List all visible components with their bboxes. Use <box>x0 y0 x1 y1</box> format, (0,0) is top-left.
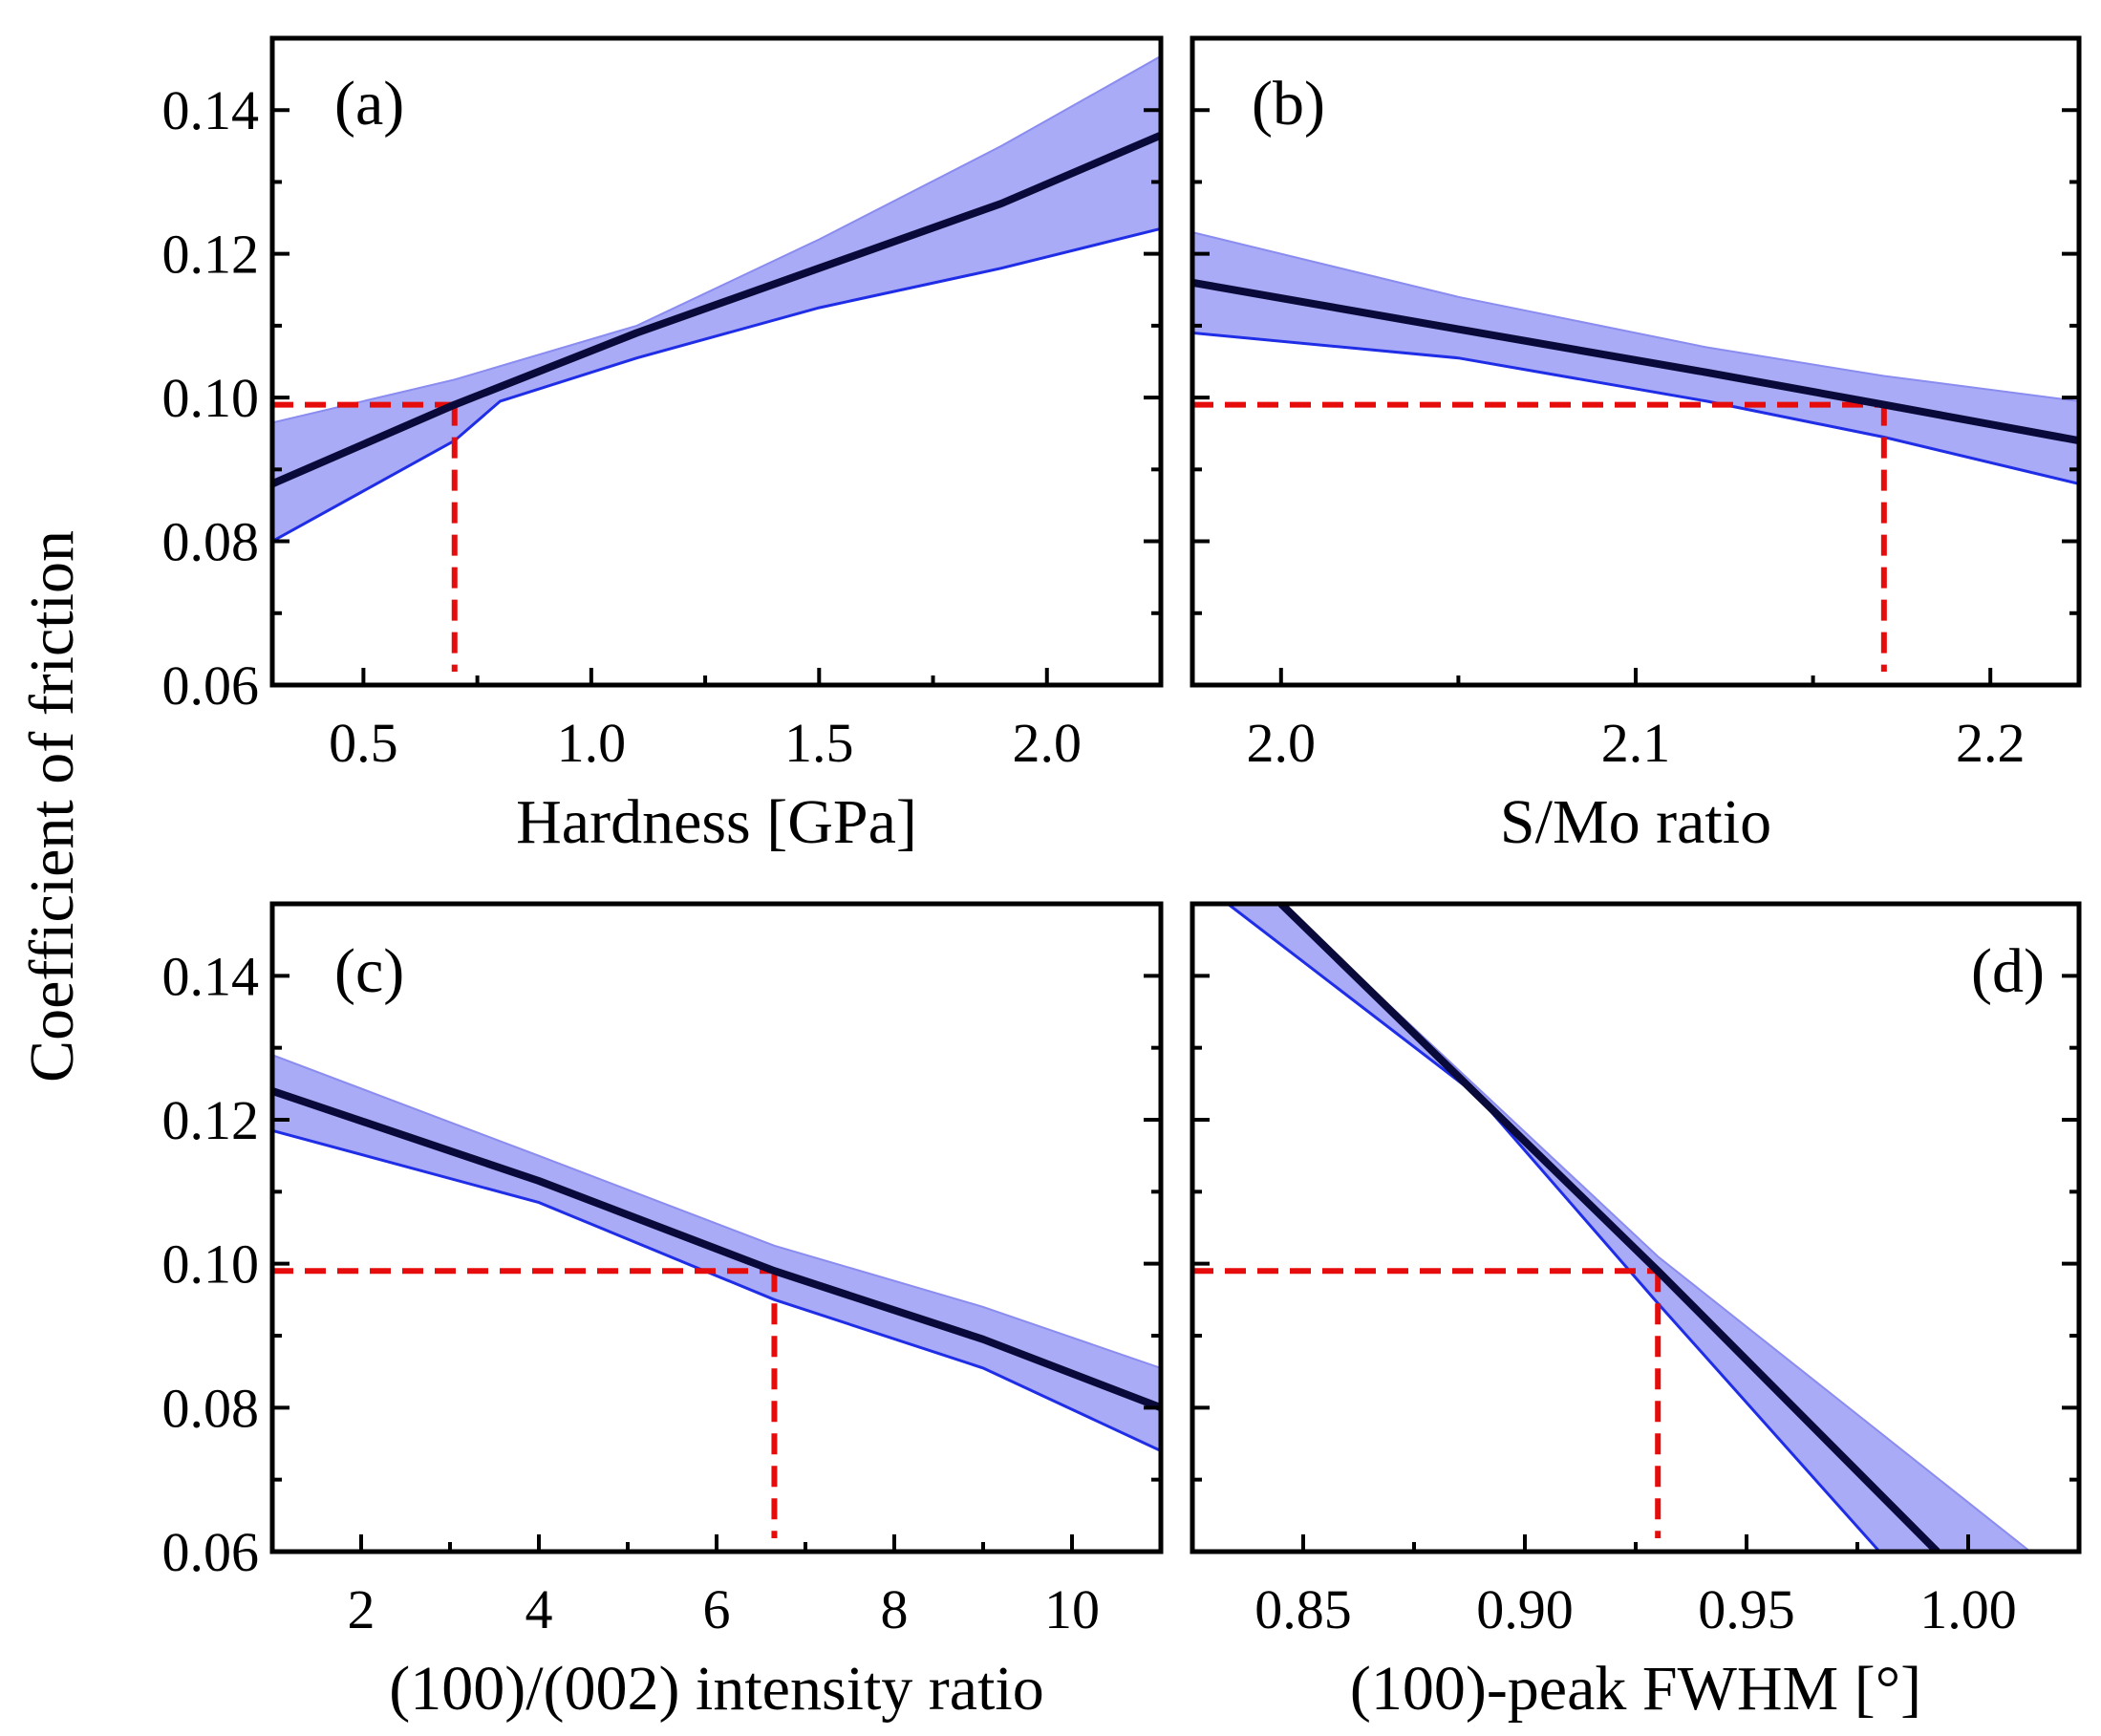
x-tick-label: 0.85 <box>1254 1578 1352 1640</box>
mean-line <box>272 131 1161 488</box>
x-tick-label: 0.90 <box>1476 1578 1574 1640</box>
mean-line <box>1278 904 1940 1552</box>
panel-label: (b) <box>1252 69 1325 139</box>
x-tick-label: 10 <box>1044 1578 1100 1640</box>
panel-d-frame <box>1190 901 2082 1554</box>
y-tick-label: 0.12 <box>162 1089 260 1151</box>
x-tick-label: 8 <box>881 1578 909 1640</box>
x-tick-label: 4 <box>525 1578 553 1640</box>
x-tick-label: 0.5 <box>329 712 398 774</box>
x-tick-label: 1.5 <box>784 712 854 774</box>
x-tick-label: 2.0 <box>1247 712 1317 774</box>
band-upper-edge <box>1280 904 2031 1552</box>
band-upper-edge <box>1192 231 2079 402</box>
x-axis-title: S/Mo ratio <box>1500 787 1771 857</box>
x-tick-label: 0.95 <box>1698 1578 1795 1640</box>
panel-a: 0.06 0.08 0.10 0.12 0.14 0.5 1.0 1.5 2.0 Hardness… <box>162 35 1164 857</box>
x-axis-title: (100)/(002) intensity ratio <box>389 1654 1044 1724</box>
panel-label: (a) <box>334 69 404 139</box>
panel-label: (c) <box>334 936 404 1006</box>
panel-label: (d) <box>1971 936 2045 1006</box>
panel-a-frame <box>269 35 1164 688</box>
band-lower-edge <box>1192 331 2079 485</box>
band-upper-edge <box>272 54 1161 424</box>
mean-line <box>1192 278 2079 445</box>
x-tick-label: 2.0 <box>1013 712 1083 774</box>
x-tick-label: 2.1 <box>1601 712 1671 774</box>
band-lower-edge <box>272 226 1161 543</box>
y-tick-label: 0.10 <box>162 1233 260 1296</box>
y-tick-label: 0.14 <box>162 945 260 1007</box>
panel-a-plot-area <box>272 54 1161 672</box>
x-axis-title: (100)-peak FWHM [°] <box>1350 1654 1921 1724</box>
y-tick-label: 0.14 <box>162 79 260 141</box>
panel-b-plot-area <box>1192 231 2079 672</box>
panel-d-plot-area <box>1192 904 2031 1552</box>
panel-c-plot-area <box>272 1054 1161 1538</box>
shared-y-axis-title: Coefficient of friction <box>17 530 87 1082</box>
y-tick-label: 0.08 <box>162 511 260 573</box>
x-tick-label: 1.00 <box>1919 1578 2017 1640</box>
y-tick-label: 0.08 <box>162 1377 260 1439</box>
x-tick-label: 1.0 <box>557 712 627 774</box>
mean-line <box>272 1087 1161 1412</box>
y-tick-label: 0.06 <box>162 654 260 717</box>
y-tick-label: 0.10 <box>162 367 260 429</box>
y-tick-label: 0.12 <box>162 224 260 286</box>
y-tick-label: 0.06 <box>162 1521 260 1583</box>
band-lower-edge <box>272 1128 1161 1452</box>
x-tick-label: 2 <box>348 1578 375 1640</box>
panel-c: 0.06 0.08 0.10 0.12 0.14 2 4 6 8 10(100)/(002) in… <box>162 901 1164 1724</box>
x-tick-label: 2.2 <box>1956 712 2026 774</box>
confidence-band <box>1228 904 2030 1552</box>
x-axis-title: Hardness [GPa] <box>516 787 917 857</box>
x-tick-label: 6 <box>703 1578 731 1640</box>
confidence-band <box>272 55 1161 542</box>
band-lower-edge <box>1227 904 1881 1552</box>
panel-d: 0.85 0.90 0.95 1.00 (100)-peak FWHM [°] (d) <box>1190 901 2082 1724</box>
band-upper-edge <box>272 1054 1161 1369</box>
panel-b: 2.0 2.1 2.2 S/Mo ratio (b) <box>1190 35 2082 857</box>
